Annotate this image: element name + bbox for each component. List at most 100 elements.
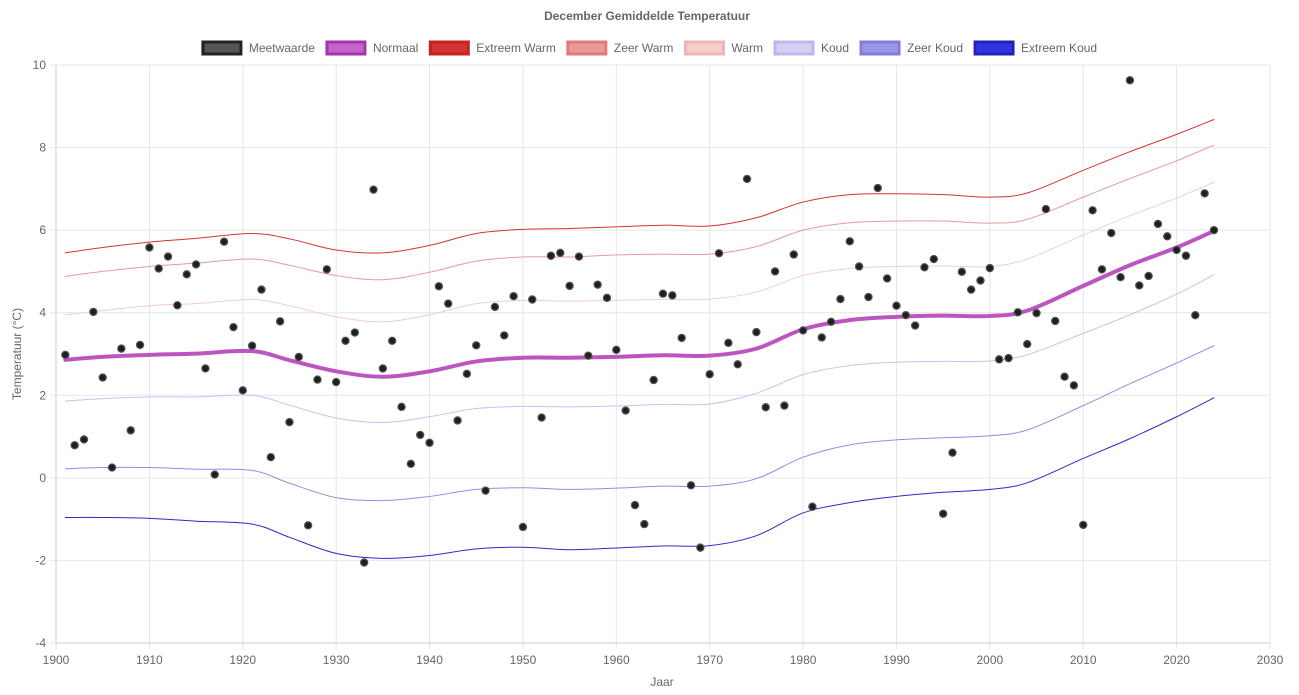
data-point[interactable] — [873, 183, 882, 193]
data-point[interactable] — [1172, 245, 1181, 255]
data-point[interactable] — [565, 281, 574, 291]
data-point[interactable] — [126, 426, 135, 435]
data-point[interactable] — [938, 509, 948, 518]
data-point[interactable] — [854, 262, 864, 271]
data-point[interactable] — [836, 294, 845, 304]
data-point[interactable] — [294, 352, 303, 362]
data-point[interactable] — [387, 336, 397, 345]
data-point[interactable] — [985, 263, 995, 273]
data-point[interactable] — [957, 267, 967, 277]
data-point[interactable] — [303, 521, 313, 530]
data-point[interactable] — [668, 291, 677, 300]
data-point[interactable] — [341, 336, 350, 345]
data-point[interactable] — [1013, 308, 1023, 317]
data-point[interactable] — [107, 463, 117, 472]
data-point[interactable] — [789, 250, 798, 259]
data-point[interactable] — [546, 251, 556, 260]
data-point[interactable] — [472, 341, 481, 350]
data-point[interactable] — [191, 260, 201, 269]
data-point[interactable] — [219, 237, 229, 246]
data-point[interactable] — [247, 341, 257, 350]
data-point[interactable] — [705, 370, 714, 379]
data-point[interactable] — [892, 301, 901, 310]
data-point[interactable] — [509, 292, 518, 301]
data-point[interactable] — [322, 265, 332, 274]
data-point[interactable] — [173, 301, 182, 310]
data-point[interactable] — [948, 448, 957, 457]
data-point[interactable] — [406, 459, 416, 469]
data-point[interactable] — [714, 249, 724, 258]
data-point[interactable] — [556, 248, 565, 258]
legend-item-koud[interactable]: Koud — [773, 40, 849, 56]
data-point[interactable] — [640, 519, 649, 529]
data-point[interactable] — [808, 502, 817, 511]
data-point[interactable] — [1107, 228, 1116, 238]
data-point[interactable] — [61, 350, 70, 360]
data-point[interactable] — [238, 386, 247, 395]
legend-item-zeer-koud[interactable]: Zeer Koud — [859, 40, 963, 56]
legend-item-warm[interactable]: Warm — [683, 40, 763, 56]
data-point[interactable] — [369, 185, 378, 194]
data-point[interactable] — [780, 401, 789, 410]
data-point[interactable] — [649, 375, 658, 385]
data-point[interactable] — [1144, 271, 1153, 281]
data-point[interactable] — [1153, 219, 1163, 229]
data-point[interactable] — [1088, 206, 1097, 215]
data-point[interactable] — [630, 500, 640, 510]
data-point[interactable] — [1116, 273, 1125, 282]
data-point[interactable] — [79, 435, 89, 444]
data-point[interactable] — [453, 416, 462, 425]
data-point[interactable] — [425, 438, 434, 447]
data-point[interactable] — [1191, 310, 1200, 320]
data-point[interactable] — [1022, 339, 1032, 349]
data-point[interactable] — [1079, 520, 1088, 530]
data-point[interactable] — [1181, 251, 1191, 260]
data-point[interactable] — [584, 351, 593, 360]
data-point[interactable] — [742, 174, 752, 184]
data-point[interactable] — [1200, 189, 1209, 198]
data-point[interactable] — [920, 263, 929, 272]
data-point[interactable] — [752, 327, 761, 337]
data-point[interactable] — [70, 441, 79, 450]
data-point[interactable] — [500, 331, 509, 340]
data-point[interactable] — [966, 285, 976, 294]
data-point[interactable] — [163, 252, 173, 261]
data-point[interactable] — [1135, 281, 1144, 290]
data-point[interactable] — [677, 333, 686, 343]
data-point[interactable] — [518, 522, 528, 532]
data-point[interactable] — [537, 413, 546, 422]
data-point[interactable] — [817, 333, 826, 342]
data-point[interactable] — [117, 344, 126, 353]
legend-item-extreem-koud[interactable]: Extreem Koud — [973, 40, 1097, 56]
data-point[interactable] — [275, 317, 285, 326]
data-point[interactable] — [696, 543, 705, 552]
data-point[interactable] — [266, 453, 275, 462]
data-point[interactable] — [845, 237, 854, 246]
data-point[interactable] — [201, 364, 210, 373]
data-point[interactable] — [481, 486, 490, 495]
data-point[interactable] — [397, 402, 406, 412]
data-point[interactable] — [378, 364, 388, 373]
data-point[interactable] — [1004, 353, 1013, 363]
data-point[interactable] — [593, 280, 602, 289]
legend-item-extreem-warm[interactable]: Extreem Warm — [428, 40, 556, 56]
data-point[interactable] — [416, 430, 425, 440]
data-point[interactable] — [724, 338, 733, 348]
data-point[interactable] — [462, 369, 472, 379]
data-point[interactable] — [1209, 225, 1219, 235]
data-point[interactable] — [1163, 232, 1172, 241]
data-point[interactable] — [929, 254, 939, 264]
legend-item-zeer-warm[interactable]: Zeer Warm — [566, 40, 674, 56]
data-point[interactable] — [602, 293, 612, 303]
data-point[interactable] — [444, 299, 453, 308]
data-point[interactable] — [976, 276, 985, 285]
data-point[interactable] — [733, 360, 742, 369]
data-point[interactable] — [359, 558, 369, 567]
data-point[interactable] — [210, 470, 219, 479]
data-point[interactable] — [490, 302, 500, 312]
data-point[interactable] — [528, 295, 537, 304]
data-point[interactable] — [154, 264, 163, 273]
data-point[interactable] — [229, 322, 238, 332]
data-point[interactable] — [798, 326, 808, 335]
data-point[interactable] — [686, 481, 696, 490]
